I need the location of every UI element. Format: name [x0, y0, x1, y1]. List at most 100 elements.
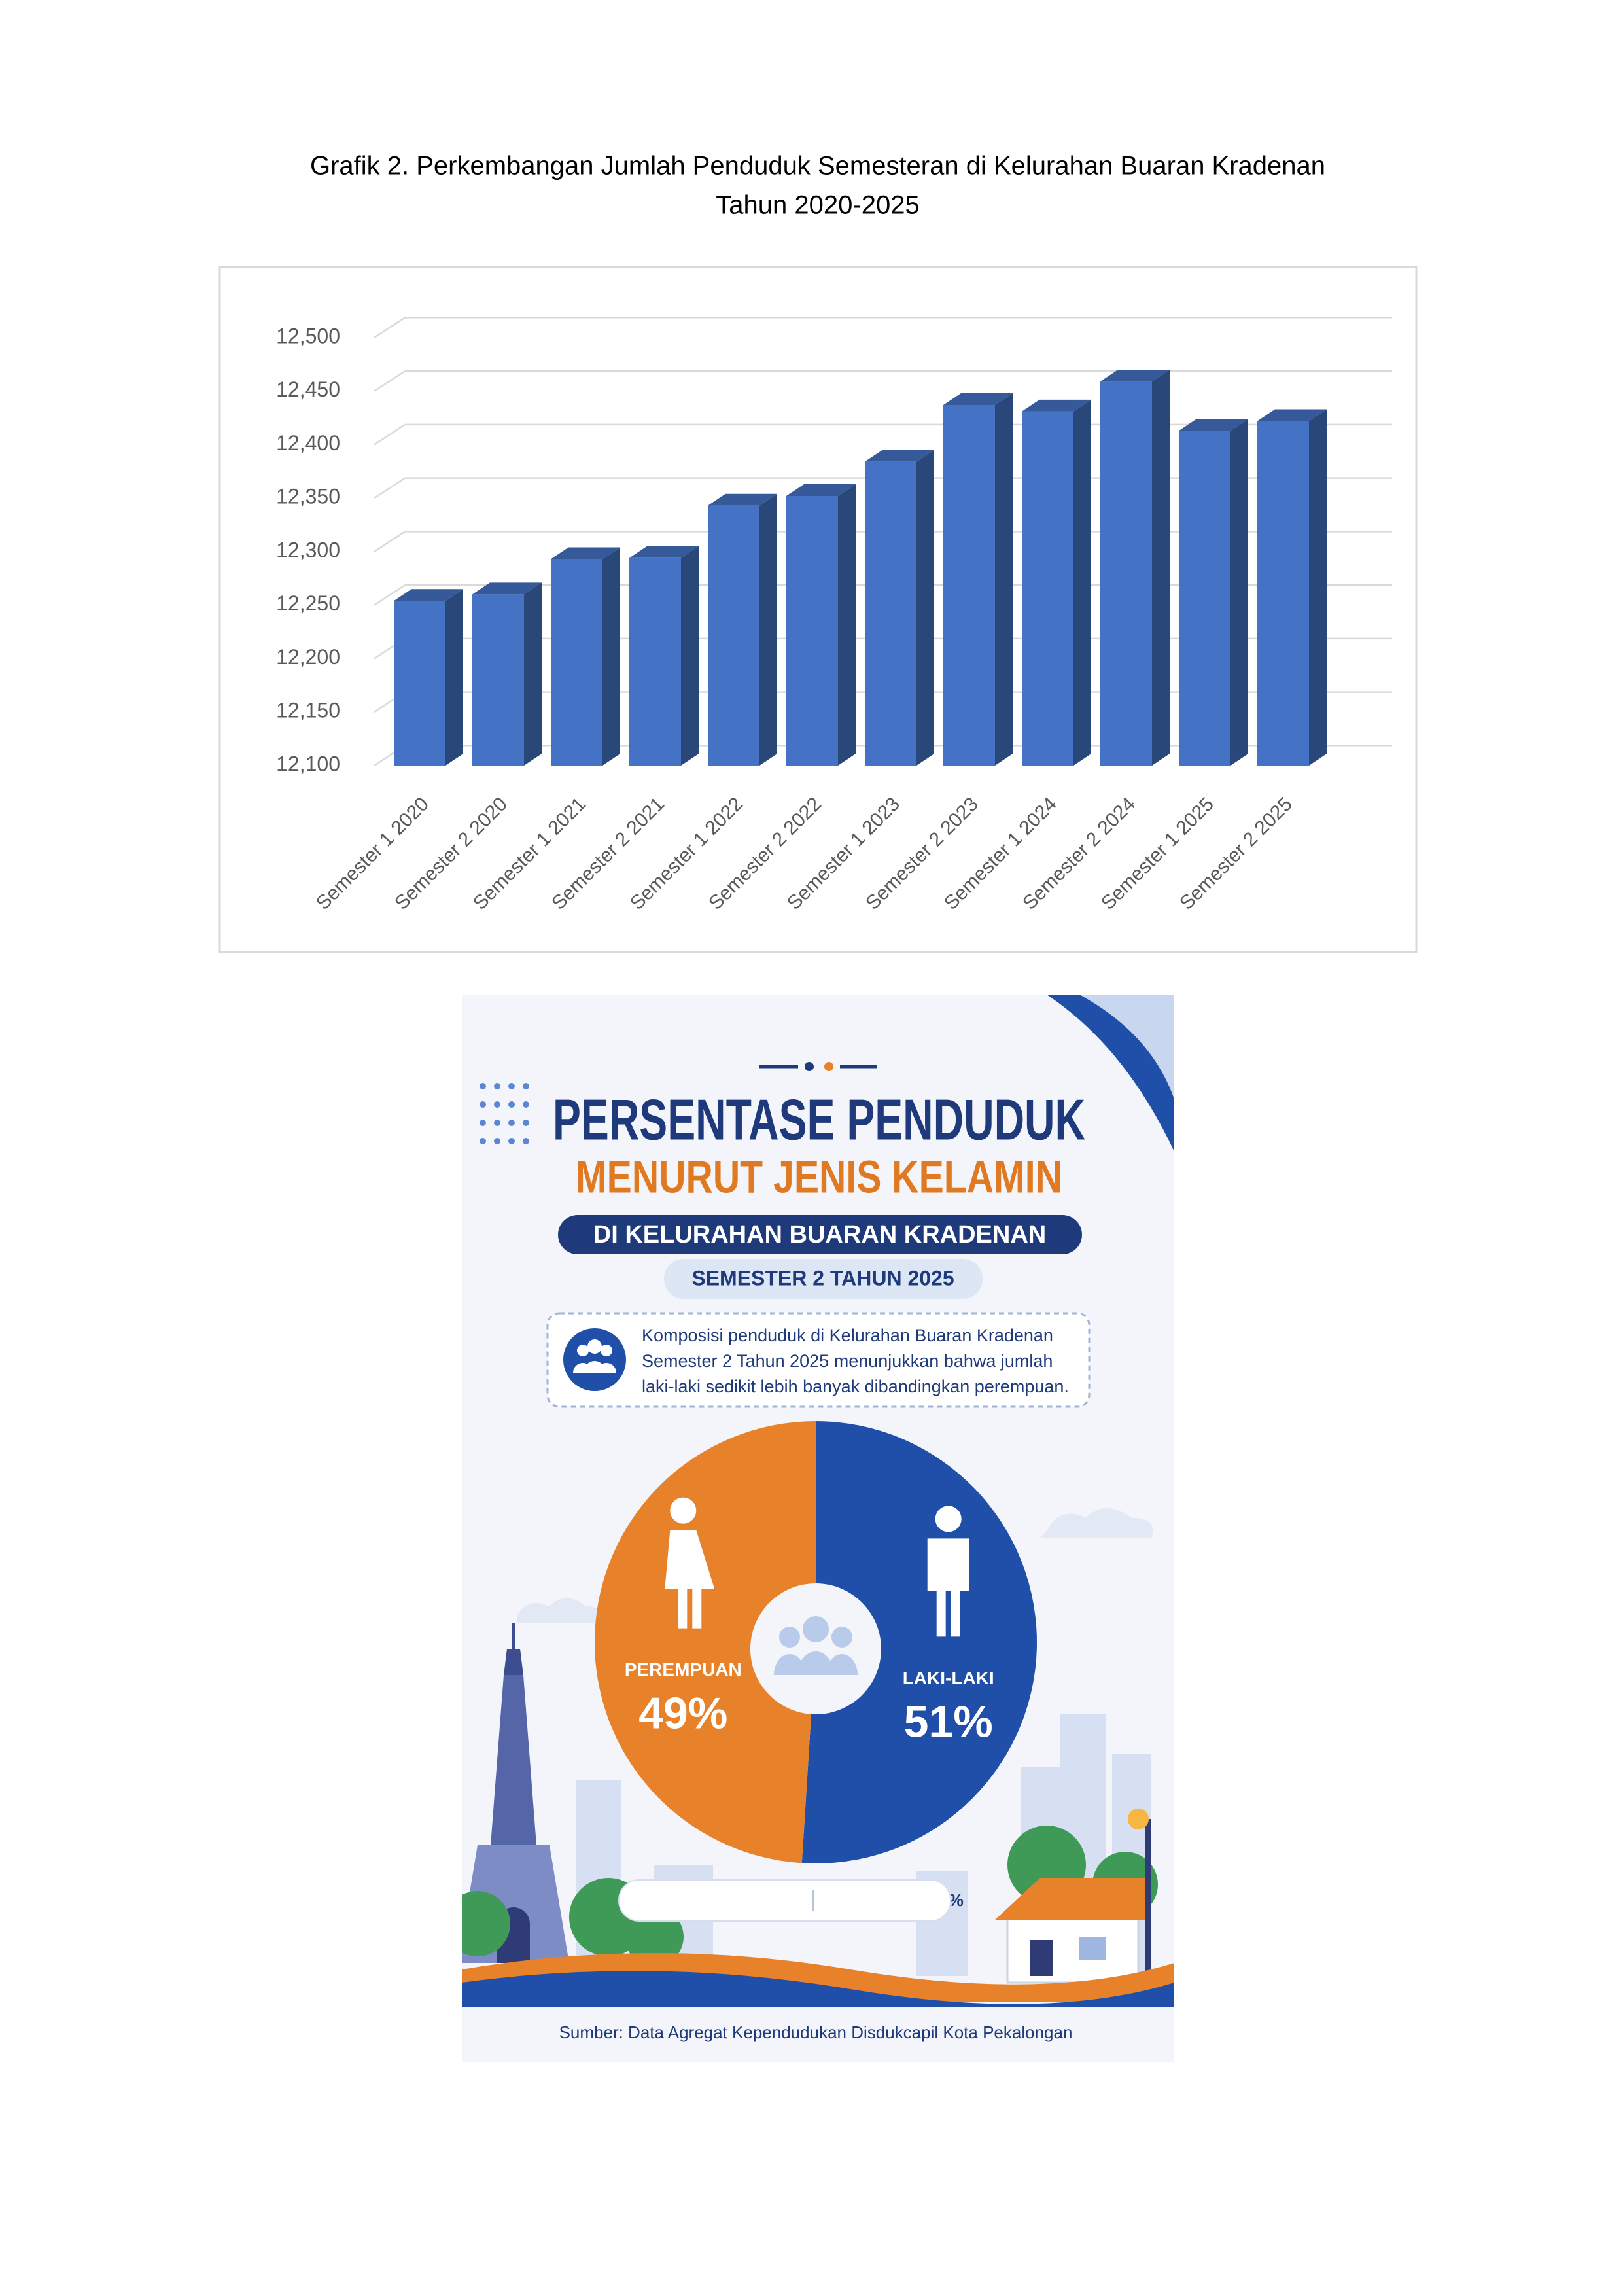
bar: [943, 405, 995, 766]
bar-side: [524, 582, 542, 766]
person-icon: [665, 1530, 715, 1629]
grid-line: [374, 423, 406, 446]
wave: [462, 1971, 1174, 2009]
infographic-title: PERSENTASE PENDUDUK: [553, 1087, 1085, 1152]
dot-grid: [480, 1083, 529, 1144]
description-line: laki-laki sedikit lebih banyak dibanding…: [642, 1377, 1069, 1396]
person-icon: [935, 1506, 962, 1532]
cloud: [517, 1598, 602, 1623]
bar: [629, 557, 681, 766]
house: [994, 1809, 1151, 1984]
infographic-period: SEMESTER 2 TAHUN 2025: [691, 1266, 954, 1290]
bar: [1022, 411, 1073, 766]
group-icon: [803, 1616, 829, 1642]
bar-top: [708, 493, 777, 506]
group-icon: [774, 1654, 805, 1675]
y-tick-label: 12,150: [276, 699, 340, 722]
dot: [523, 1138, 529, 1144]
grid-line: [374, 477, 406, 499]
person-icon: [670, 1497, 697, 1524]
footer-band: [462, 2007, 1174, 2062]
dot: [494, 1101, 500, 1108]
y-tick-label: 12,300: [276, 538, 340, 561]
y-tick-label: 12,350: [276, 485, 340, 508]
source-note: Sumber: Data Agregat Kependudukan Disduk…: [559, 2022, 1073, 2042]
bar-top: [1100, 370, 1170, 382]
pie-slice: [801, 1421, 1037, 1863]
pie-center: [750, 1583, 881, 1714]
dot: [494, 1083, 500, 1089]
y-tick-label: 12,450: [276, 378, 340, 401]
grid-line: [374, 531, 406, 553]
slice-value-label: 51%: [904, 1697, 993, 1746]
dot: [508, 1083, 515, 1089]
person-icon: [927, 1538, 969, 1637]
bar: [1179, 431, 1230, 766]
people-icon: [563, 1328, 626, 1391]
bar-top: [943, 393, 1013, 406]
y-tick-label: 12,100: [276, 752, 340, 775]
group-icon: [797, 1651, 834, 1675]
chart-title: Grafik 2. Perkembangan Jumlah Penduduk S…: [310, 152, 1325, 181]
bar-top: [786, 484, 856, 496]
dot: [523, 1120, 529, 1126]
dot: [523, 1101, 529, 1108]
dot: [508, 1120, 515, 1126]
y-tick-label: 12,500: [276, 324, 340, 347]
bar-side: [445, 589, 463, 766]
dot: [508, 1138, 515, 1144]
dot: [480, 1083, 486, 1089]
bar-top: [551, 547, 620, 559]
bar-top: [394, 589, 463, 601]
bar: [394, 601, 445, 766]
bar-side: [838, 484, 856, 766]
bar: [786, 495, 838, 766]
chart-title: Tahun 2020-2025: [716, 191, 919, 220]
dot: [480, 1101, 486, 1108]
dot: [494, 1120, 500, 1126]
bar-top: [865, 450, 934, 462]
bar: [472, 594, 524, 766]
grid-line: [374, 317, 406, 339]
bar-side: [681, 546, 699, 766]
y-tick-label: 12,200: [276, 645, 340, 669]
slice-value-label: 49%: [638, 1689, 727, 1739]
description-line: Semester 2 Tahun 2025 menunjukkan bahwa …: [642, 1351, 1053, 1371]
slice-label: PEREMPUAN: [625, 1659, 742, 1680]
period-pill: [664, 1259, 983, 1299]
bar: [708, 505, 759, 766]
bar: [1100, 381, 1152, 766]
bar-side: [916, 450, 934, 766]
bar-top: [1179, 419, 1248, 431]
description-line: Komposisi penduduk di Kelurahan Buaran K…: [642, 1326, 1053, 1345]
bar-side: [995, 393, 1013, 766]
cloud: [1040, 1508, 1153, 1538]
infographic: PERSENTASE PENDUDUK MENURUT JENIS KELAMI…: [462, 995, 1174, 2062]
grid-line: [374, 370, 406, 392]
bar-top: [629, 546, 699, 558]
bar-side: [1230, 419, 1248, 766]
group-icon: [826, 1654, 858, 1675]
bar: [1257, 421, 1309, 766]
bar-side: [759, 493, 777, 766]
bar-side: [1309, 409, 1327, 766]
slice-label: LAKI-LAKI: [903, 1668, 994, 1688]
bar-top: [472, 582, 542, 595]
y-tick-label: 12,400: [276, 431, 340, 455]
bar-top: [1022, 399, 1091, 412]
title-ornament: [759, 1062, 877, 1071]
subtitle-pill: [558, 1215, 1082, 1254]
dot: [523, 1083, 529, 1089]
legend: [618, 1879, 951, 1922]
dot: [508, 1101, 515, 1108]
group-icon: [831, 1627, 852, 1648]
group-icon: [779, 1627, 800, 1648]
bar: [865, 461, 916, 766]
dot: [480, 1138, 486, 1144]
y-tick-label: 12,250: [276, 592, 340, 615]
bar-side: [602, 547, 620, 766]
infographic-subtitle: DI KELURAHAN BUARAN KRADENAN: [593, 1221, 1046, 1248]
bar-top: [1257, 409, 1327, 421]
corner-swoosh: [1079, 995, 1174, 1099]
